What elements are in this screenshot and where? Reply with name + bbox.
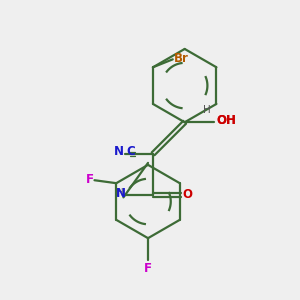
Text: F: F (85, 173, 94, 186)
Text: N: N (113, 145, 123, 158)
Text: H: H (202, 105, 210, 116)
Text: C: C (126, 145, 135, 158)
Text: OH: OH (216, 114, 236, 127)
Text: H: H (116, 188, 123, 198)
Text: OH: OH (216, 114, 236, 127)
Text: N: N (116, 187, 125, 200)
Text: O: O (183, 188, 193, 201)
Text: F: F (144, 262, 152, 275)
Text: Br: Br (174, 52, 189, 65)
